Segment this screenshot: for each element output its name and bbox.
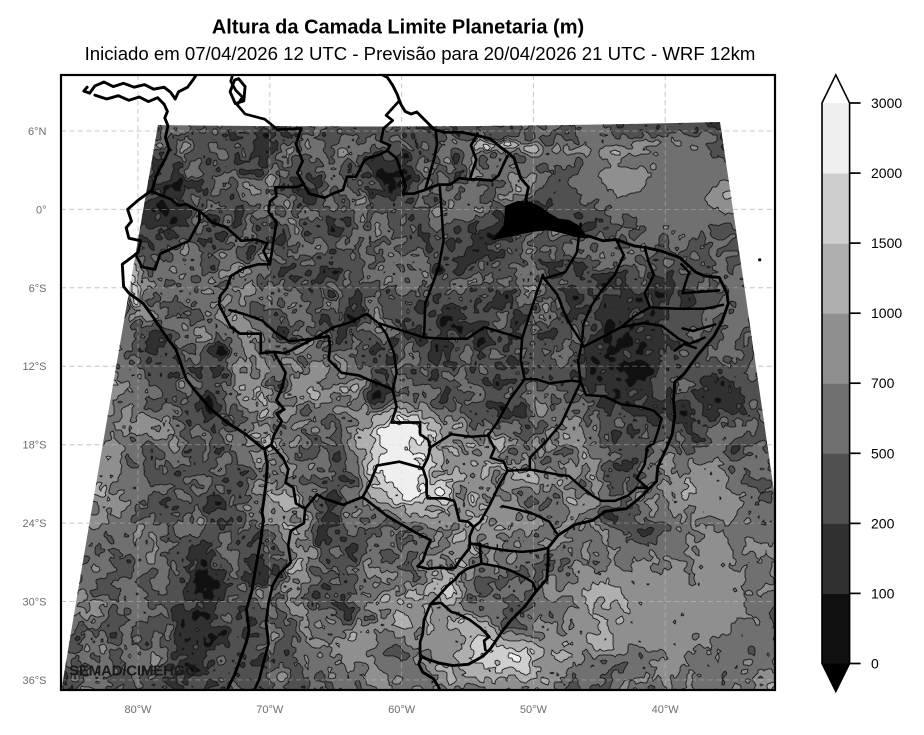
svg-text:36°S: 36°S [23,675,47,687]
svg-text:0°: 0° [36,204,47,216]
svg-text:6°S: 6°S [29,283,47,295]
svg-text:700: 700 [871,375,895,391]
svg-text:Iniciado em 07/04/2026 12 UTC: Iniciado em 07/04/2026 12 UTC - Previsão… [85,43,756,64]
svg-text:70°W: 70°W [256,704,284,716]
svg-text:200: 200 [871,515,895,531]
svg-text:1000: 1000 [871,305,902,321]
svg-text:80°W: 80°W [124,704,152,716]
svg-text:24°S: 24°S [23,518,47,530]
svg-text:6°N: 6°N [28,126,47,138]
svg-text:2000: 2000 [871,165,902,181]
svg-text:40°W: 40°W [652,704,680,716]
svg-text:Altura da Camada Limite Planet: Altura da Camada Limite Planetaria (m) [212,17,584,39]
svg-text:0: 0 [871,656,879,672]
svg-text:12°S: 12°S [23,361,47,373]
svg-text:18°S: 18°S [23,440,47,452]
svg-text:100: 100 [871,585,895,601]
svg-text:50°W: 50°W [520,704,548,716]
svg-text:SEMAD/CIMEHGO: SEMAD/CIMEHGO [69,663,197,680]
svg-text:30°S: 30°S [23,597,47,609]
svg-text:500: 500 [871,445,895,461]
svg-text:1500: 1500 [871,235,902,251]
svg-text:3000: 3000 [871,95,902,111]
svg-text:60°W: 60°W [388,704,416,716]
